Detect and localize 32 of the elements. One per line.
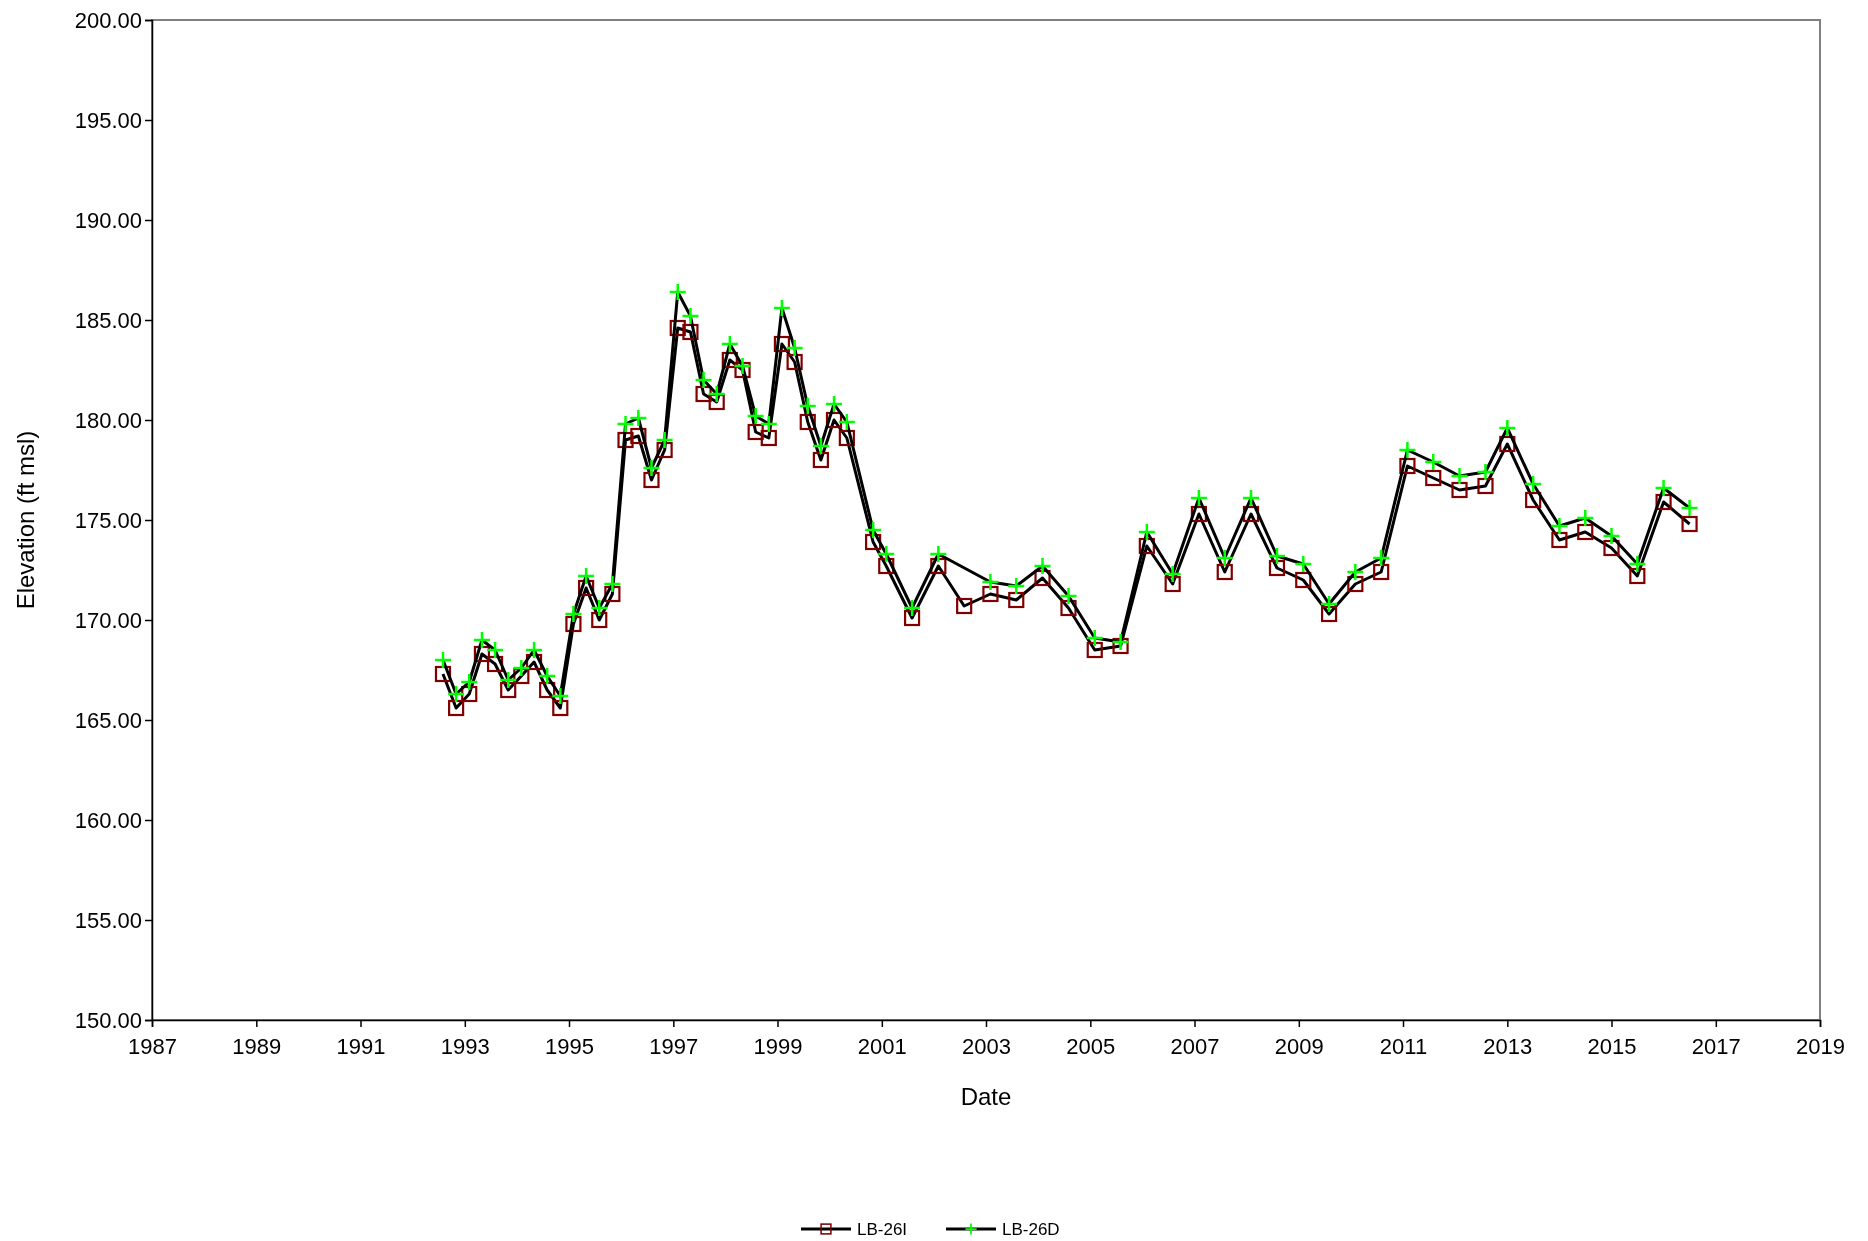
y-tick-label: 200.00 (74, 7, 142, 33)
legend-label: LB-26D (1002, 1219, 1060, 1239)
x-tick-label: 1993 (440, 1034, 490, 1060)
x-axis-title: Date (960, 1083, 1012, 1110)
y-tick-label: 155.00 (74, 907, 142, 933)
legend-label: LB-26I (857, 1219, 908, 1239)
x-tick-label: 1989 (232, 1034, 282, 1060)
y-tick-label: 175.00 (74, 507, 142, 533)
x-tick-label: 1999 (753, 1034, 803, 1060)
x-tick-label: 2005 (1066, 1034, 1116, 1060)
x-tick-label: 2017 (1691, 1034, 1741, 1060)
x-tick-label: 2015 (1587, 1034, 1637, 1060)
y-tick-label: 170.00 (74, 607, 142, 633)
y-tick-label: 165.00 (74, 707, 142, 733)
x-tick-label: 2009 (1274, 1034, 1324, 1060)
x-tick-label: 1997 (649, 1034, 699, 1060)
x-tick-label: 2013 (1483, 1034, 1533, 1060)
y-tick-label: 185.00 (74, 307, 142, 333)
x-tick-label: 2019 (1796, 1034, 1845, 1060)
x-tick-label: 1991 (336, 1034, 386, 1060)
x-tick-label: 2003 (962, 1034, 1011, 1060)
y-axis-title: Elevation (ft msl) (12, 430, 39, 610)
x-tick-label: 1987 (128, 1034, 177, 1060)
x-tick-label: 2001 (857, 1034, 907, 1060)
y-tick-label: 190.00 (74, 207, 142, 233)
x-tick-label: 1995 (545, 1034, 594, 1060)
y-tick-label: 160.00 (74, 807, 142, 833)
y-tick-label: 195.00 (74, 107, 142, 133)
x-tick-label: 2011 (1379, 1034, 1428, 1060)
y-tick-label: 180.00 (74, 407, 142, 433)
x-tick-label: 2007 (1170, 1034, 1220, 1060)
y-tick-label: 150.00 (74, 1007, 142, 1033)
